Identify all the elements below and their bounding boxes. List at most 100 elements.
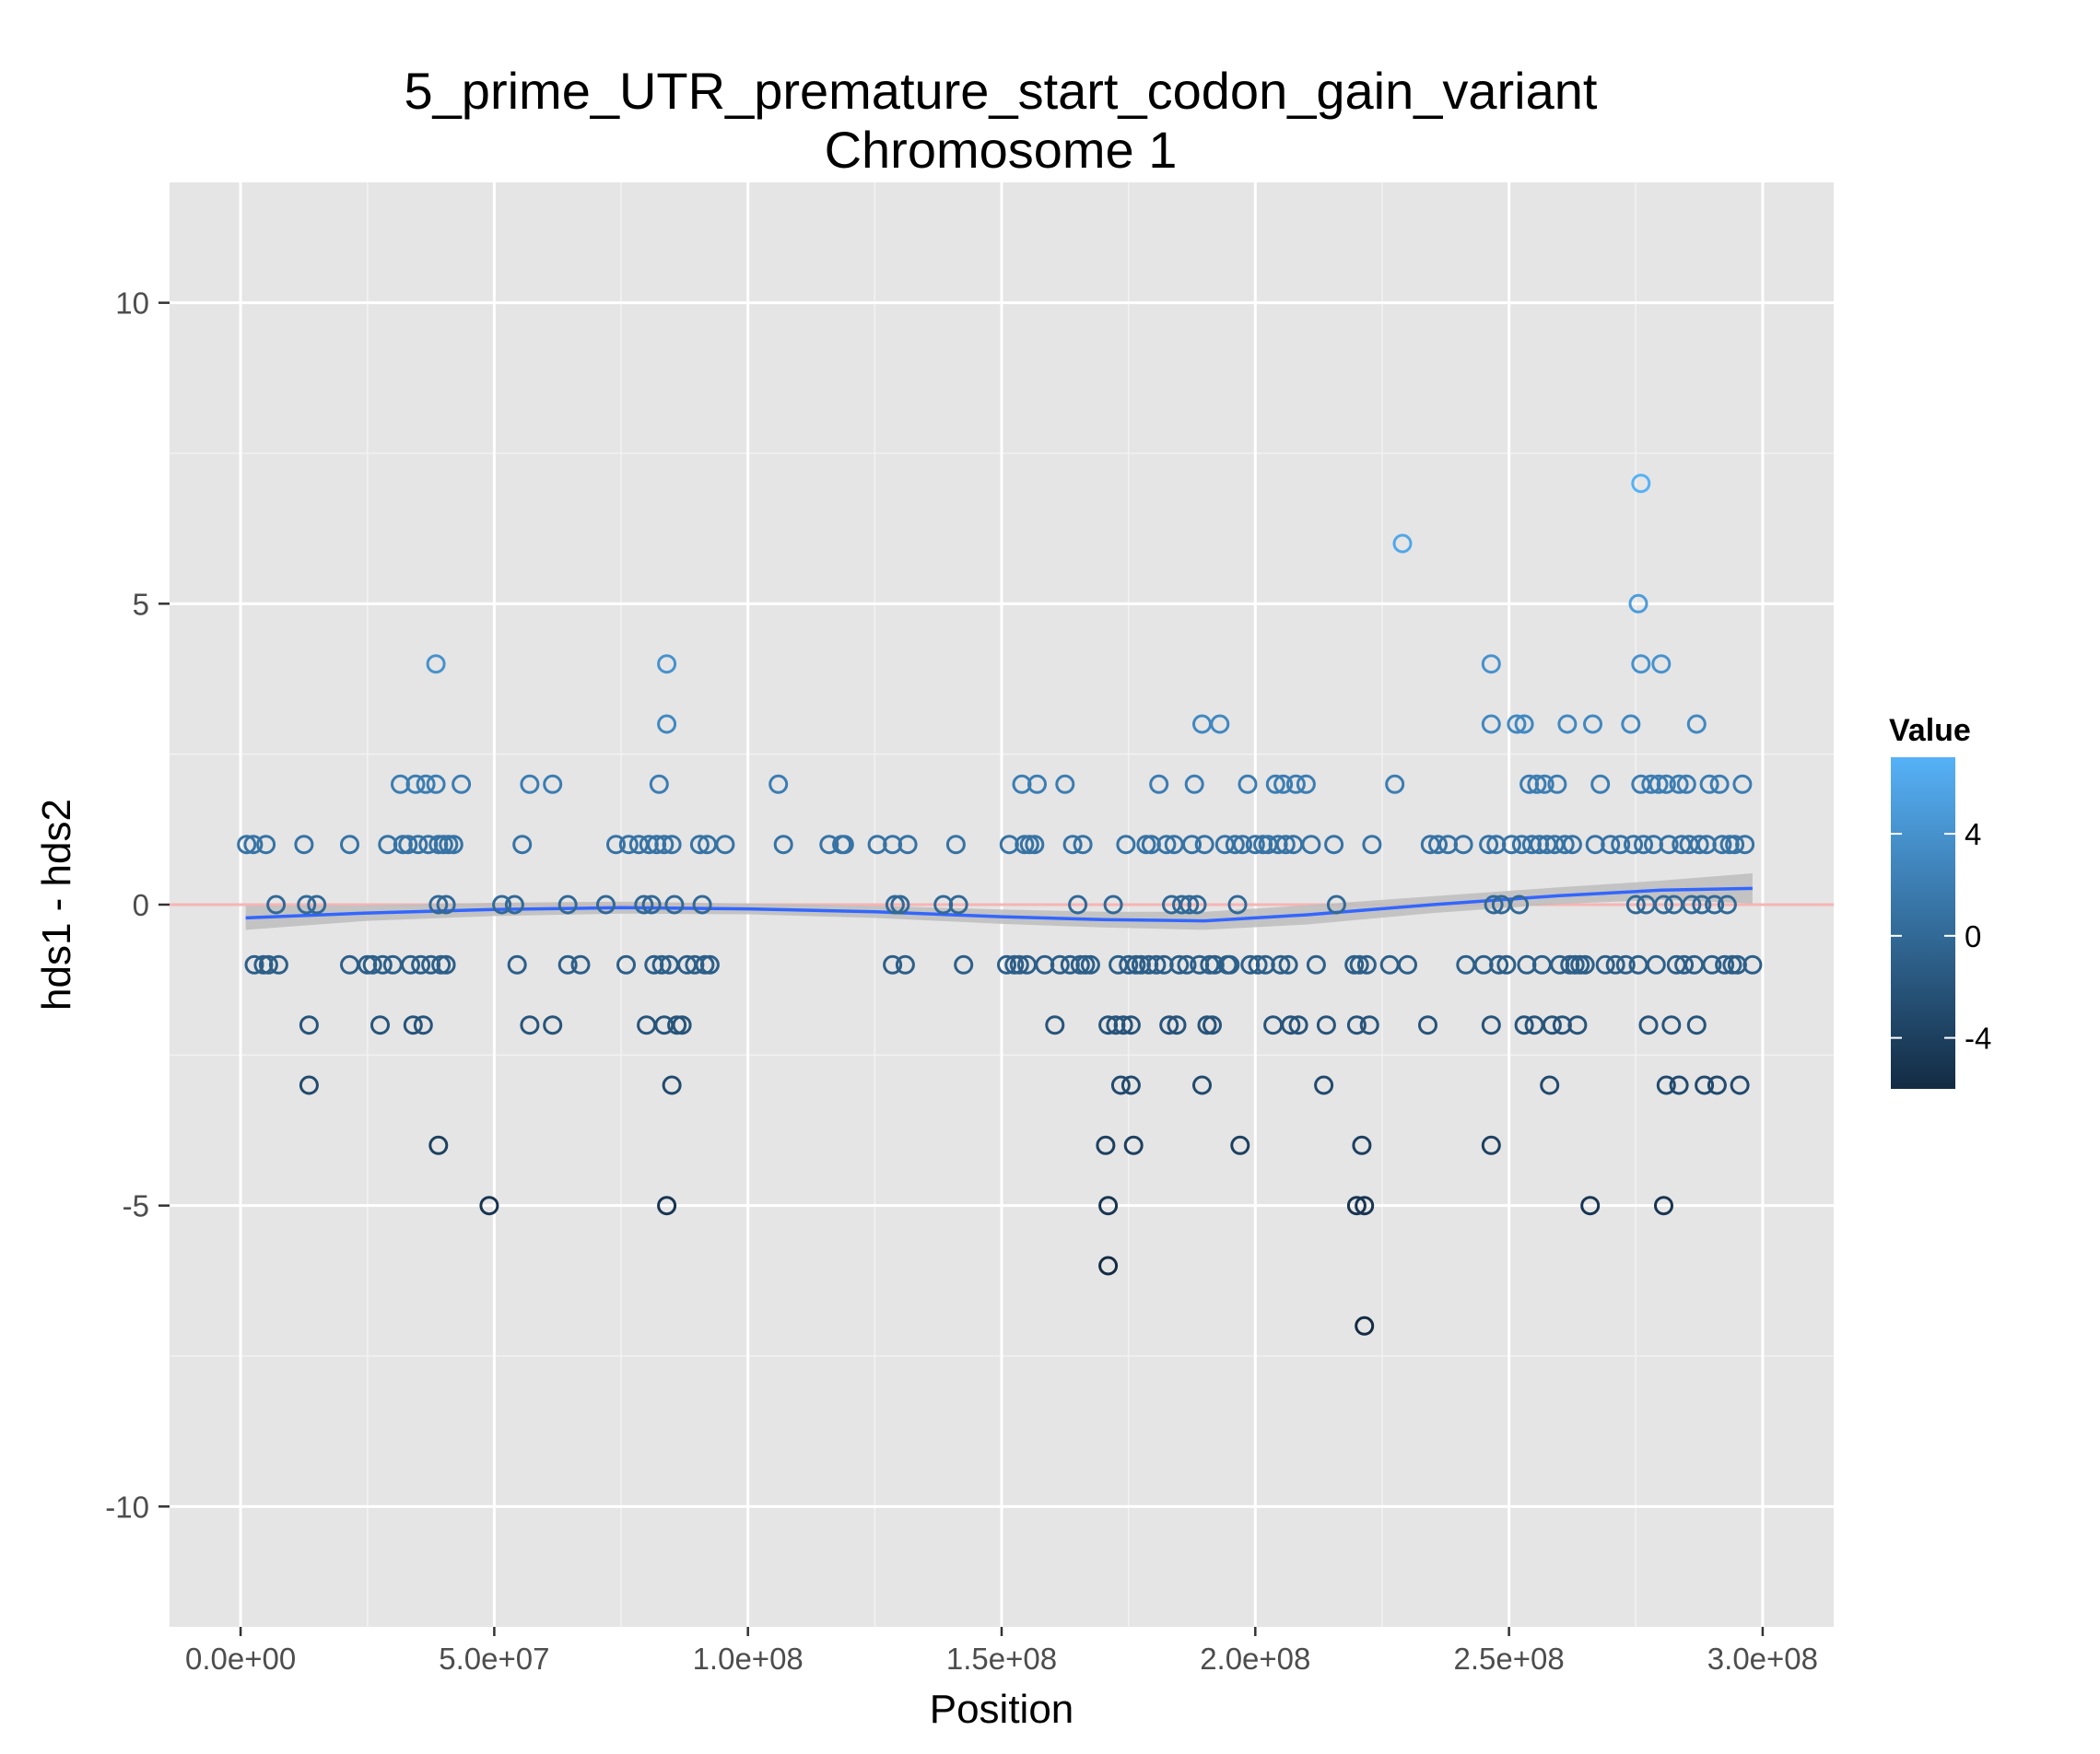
data-point	[1583, 714, 1602, 734]
data-point	[1615, 954, 1636, 975]
data-point	[1634, 835, 1653, 855]
data-point	[237, 835, 257, 855]
data-point	[1534, 774, 1554, 794]
data-point	[266, 895, 287, 915]
data-point	[1722, 954, 1742, 975]
data-point	[520, 774, 540, 794]
data-point	[403, 1015, 423, 1035]
data-point	[1096, 1135, 1116, 1155]
data-point	[1362, 835, 1382, 855]
data-point	[1542, 1015, 1562, 1035]
data-point	[1742, 954, 1763, 975]
data-point	[890, 895, 910, 915]
data-point	[1098, 1196, 1119, 1216]
data-point	[1080, 954, 1100, 975]
data-point	[606, 835, 626, 855]
data-point	[1352, 1135, 1372, 1155]
data-point	[649, 774, 669, 794]
data-point	[1203, 1015, 1222, 1035]
data-point	[1019, 835, 1039, 855]
data-point	[1169, 954, 1190, 975]
data-point	[1248, 954, 1268, 975]
data-point	[428, 1135, 449, 1155]
x-tick-label: 3.0e+08	[1707, 1642, 1818, 1676]
x-tick-label: 0.0e+00	[185, 1642, 296, 1676]
data-point	[1661, 1015, 1682, 1035]
data-point	[1695, 1075, 1715, 1095]
data-point	[1110, 1075, 1131, 1095]
data-point	[1554, 835, 1575, 855]
y-tick-label: -5	[123, 1189, 149, 1223]
data-point	[1656, 774, 1676, 794]
data-point	[672, 1015, 692, 1035]
data-point	[883, 954, 903, 975]
data-point	[1344, 954, 1365, 975]
data-point	[1557, 714, 1578, 734]
color-legend: Value 4 0 -4	[1889, 713, 1991, 1089]
data-point	[1496, 954, 1517, 975]
data-point	[1194, 835, 1214, 855]
data-point	[1349, 954, 1369, 975]
data-point	[1605, 954, 1625, 975]
data-point	[1098, 1256, 1119, 1276]
data-point	[452, 774, 472, 794]
data-point	[1025, 835, 1045, 855]
data-point	[1453, 835, 1473, 855]
data-point	[1120, 1015, 1141, 1035]
data-point	[897, 835, 918, 855]
x-tick-label: 1.0e+08	[693, 1642, 804, 1676]
data-point	[1123, 1135, 1144, 1155]
data-point	[1509, 895, 1530, 915]
data-point	[1692, 895, 1712, 915]
data-point	[1709, 774, 1730, 794]
data-point	[512, 835, 533, 855]
x-tick-label: 2.0e+08	[1200, 1642, 1310, 1676]
data-point	[1669, 774, 1689, 794]
data-point	[1314, 1075, 1334, 1095]
data-point	[1562, 835, 1582, 855]
data-point	[1220, 954, 1240, 975]
data-point	[1120, 1075, 1141, 1095]
data-point	[431, 954, 452, 975]
data-point	[439, 835, 459, 855]
data-point	[1179, 895, 1200, 915]
data-point	[954, 954, 974, 975]
data-point	[570, 954, 591, 975]
data-point	[362, 954, 382, 975]
data-point	[1385, 774, 1405, 794]
data-point	[1611, 835, 1631, 855]
x-axis: 0.0e+00 5.0e+07 1.0e+08 1.5e+08 2.0e+08 2.5e+…	[185, 1627, 1818, 1676]
data-point	[1489, 954, 1509, 975]
data-point	[1326, 895, 1346, 915]
legend-tick-label: -4	[1965, 1022, 1991, 1056]
data-point	[1575, 954, 1595, 975]
data-point	[1275, 835, 1296, 855]
data-point	[1481, 1135, 1501, 1155]
data-point	[657, 1196, 677, 1216]
data-point	[436, 895, 456, 915]
data-point	[1570, 954, 1590, 975]
data-point	[1659, 835, 1679, 855]
data-point	[398, 835, 418, 855]
data-point	[1631, 654, 1651, 674]
data-point	[408, 835, 428, 855]
data-point	[1238, 774, 1258, 794]
data-point	[1601, 835, 1621, 855]
data-point	[416, 774, 436, 794]
data-point	[1625, 895, 1646, 915]
data-point	[1674, 954, 1695, 975]
data-point	[1004, 954, 1025, 975]
data-point	[1278, 954, 1298, 975]
data-point	[426, 774, 446, 794]
data-point	[651, 954, 672, 975]
data-point	[634, 895, 654, 915]
y-axis-title: hds1 - hds2	[34, 799, 79, 1011]
data-point	[657, 714, 677, 734]
data-point	[1136, 835, 1156, 855]
data-point	[1045, 1015, 1065, 1035]
data-point	[1119, 954, 1139, 975]
data-point	[413, 1015, 433, 1035]
x-axis-title: Position	[930, 1687, 1074, 1732]
data-point	[1306, 954, 1326, 975]
data-point	[1355, 1316, 1375, 1336]
